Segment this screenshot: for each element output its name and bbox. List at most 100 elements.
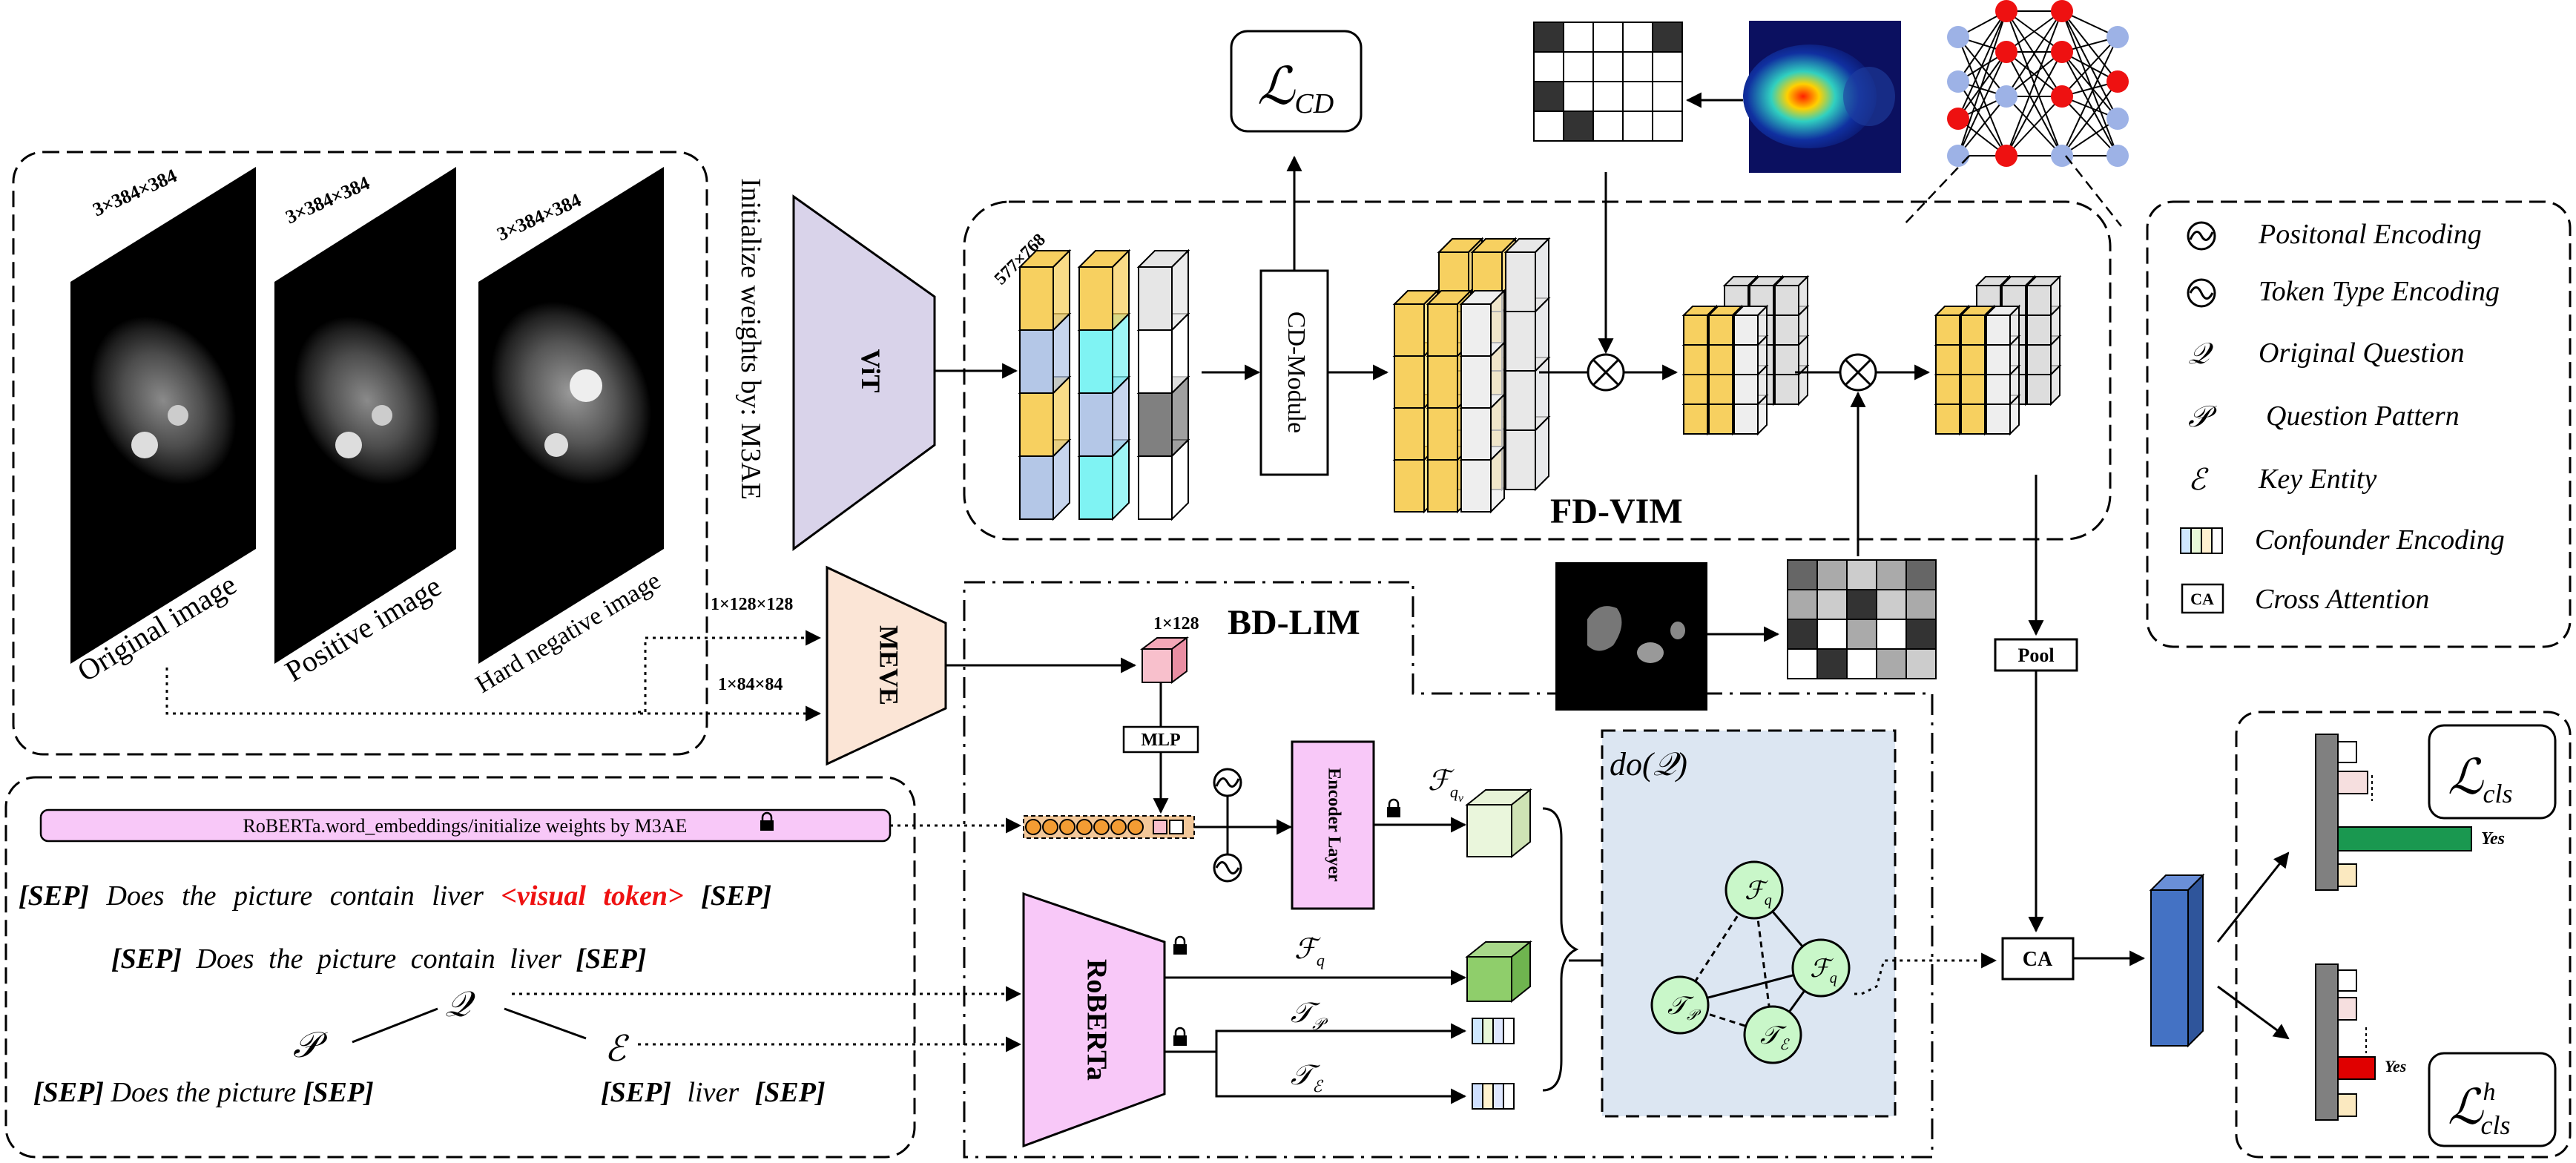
mask-cell — [1876, 559, 1907, 590]
out-to-clsh-arrow — [2217, 985, 2290, 1040]
mask-cell — [1652, 111, 1683, 142]
mask-cell — [1905, 648, 1937, 679]
mask-cell — [1846, 619, 1877, 650]
mask-cell — [1592, 111, 1624, 142]
yes-label-1: Yes — [2481, 829, 2505, 849]
positive-image — [274, 167, 456, 664]
legend-item-cross-attention: Cross Attention — [2255, 584, 2429, 615]
tp-label: 𝒯𝒫 — [1291, 998, 1328, 1033]
mask-cell — [1533, 81, 1564, 112]
mask-cell — [1787, 648, 1818, 679]
mask-cell — [1846, 559, 1877, 590]
mask-cell — [1563, 22, 1594, 53]
segmentation-image — [1555, 562, 1707, 711]
mask-cell — [1622, 111, 1653, 142]
loss-cd-box — [1230, 30, 1363, 133]
token-dot — [1042, 819, 1058, 835]
encoder-layer — [1291, 740, 1375, 910]
mask-cell — [1816, 648, 1848, 679]
visual-token-cube — [1140, 636, 1189, 684]
mask-cell — [1787, 589, 1818, 620]
lock-icon — [760, 811, 774, 831]
cls-bars — [2315, 734, 2472, 891]
mask-cell — [1876, 589, 1907, 620]
mlp-label: MLP — [1141, 731, 1180, 750]
fd-vim-panel — [963, 200, 2112, 541]
output-feature — [2149, 873, 2205, 1048]
nn-node — [2106, 70, 2129, 93]
loss-cls-box — [2428, 724, 2557, 820]
mask-cell — [1533, 22, 1564, 53]
mask-cell — [1563, 51, 1594, 82]
mask-cell — [1905, 619, 1937, 650]
nn-node — [2106, 108, 2129, 130]
nn-node — [2051, 145, 2073, 167]
small-cube-back — [1773, 274, 1810, 317]
mask-cell — [1592, 81, 1624, 112]
legend-item-token-type: Token Type Encoding — [2259, 276, 2500, 307]
bd-lim-panel — [963, 581, 1934, 1159]
do-q-panel — [1601, 729, 1897, 1118]
mask-cell — [1787, 619, 1818, 650]
mask-cell — [1816, 559, 1848, 590]
mask-cell — [1652, 81, 1683, 112]
text-panel — [4, 776, 916, 1159]
legend-q-icon: 𝒬 — [2188, 337, 2214, 370]
positive-dims: 3×384×384 — [283, 172, 373, 228]
visual-slot — [1153, 820, 1167, 834]
hard-negative-image — [478, 167, 664, 664]
ca-box — [2001, 937, 2075, 981]
legend-item-positional: Positonal Encoding — [2258, 219, 2482, 250]
vit-label: ViT — [856, 349, 886, 393]
token-cube — [1136, 248, 1190, 332]
small-cube — [1732, 304, 1769, 347]
feature-cube-back — [1503, 355, 1551, 432]
original-to-meve-dotted — [638, 630, 822, 714]
multiply-op-2 — [1839, 353, 1877, 392]
fqv-cube — [1465, 788, 1532, 859]
token-dot — [1127, 819, 1144, 835]
question-line-1: [SEP] Does the picture contain liver <vi… — [19, 880, 771, 912]
entity-line: [SEP] liver [SEP] — [601, 1077, 826, 1108]
legend-item-confounder: Confounder Encoding — [2255, 524, 2505, 556]
nn-node — [2051, 85, 2073, 108]
roberta-to-te-arrow — [1215, 1052, 1467, 1104]
nn-node — [1947, 70, 1969, 93]
ca-label: CA — [2023, 948, 2053, 971]
token-cube — [1018, 248, 1072, 332]
mask-cell — [1876, 648, 1907, 679]
multiply-op-1 — [1587, 353, 1625, 392]
init-weights-label: Initialize weights by: M3AE — [735, 178, 766, 500]
token-type-encoding-icon — [1213, 853, 1242, 883]
mask-cell — [1846, 648, 1877, 679]
fq-label: ℱq — [1294, 934, 1325, 969]
roberta-embeddings-label: RoBERTa.word_embeddings/initialize weigh… — [243, 815, 688, 837]
fqv-label: ℱqv — [1428, 765, 1464, 805]
legend-item-original-question: Original Question — [2259, 337, 2465, 369]
feature-cube — [1459, 289, 1506, 358]
loss-cls-h-label: ℒh cls — [2448, 1078, 2511, 1140]
token-dot — [1025, 819, 1041, 835]
meve-label: MEVE — [874, 625, 904, 705]
loss-cls-label: ℒcls — [2448, 751, 2513, 808]
roberta-label: RoBERTa — [1081, 959, 1112, 1081]
pattern-line: [SEP] Does the picture [SEP] — [33, 1077, 374, 1108]
yes-label-2: Yes — [2385, 1057, 2406, 1075]
legend-positional-icon — [2187, 221, 2216, 251]
fq-cube — [1465, 940, 1532, 1004]
nn-dashed-2 — [2065, 155, 2122, 227]
small-cube-back — [2025, 274, 2062, 317]
q-to-p-line — [352, 1007, 438, 1044]
nn-node — [1995, 145, 2017, 167]
token-dot — [1110, 819, 1127, 835]
mask-cell — [1816, 619, 1848, 650]
legend-confounder-icon — [2180, 527, 2223, 554]
nn-node — [1947, 108, 1969, 130]
cls-h-bars — [2315, 963, 2376, 1121]
nn-node — [1995, 0, 2017, 22]
mask-cell — [1622, 81, 1653, 112]
meve-block — [826, 565, 947, 766]
te-label: 𝒯ℰ — [1291, 1060, 1324, 1096]
mask-cell — [1652, 22, 1683, 53]
token-columns — [1018, 237, 2062, 521]
